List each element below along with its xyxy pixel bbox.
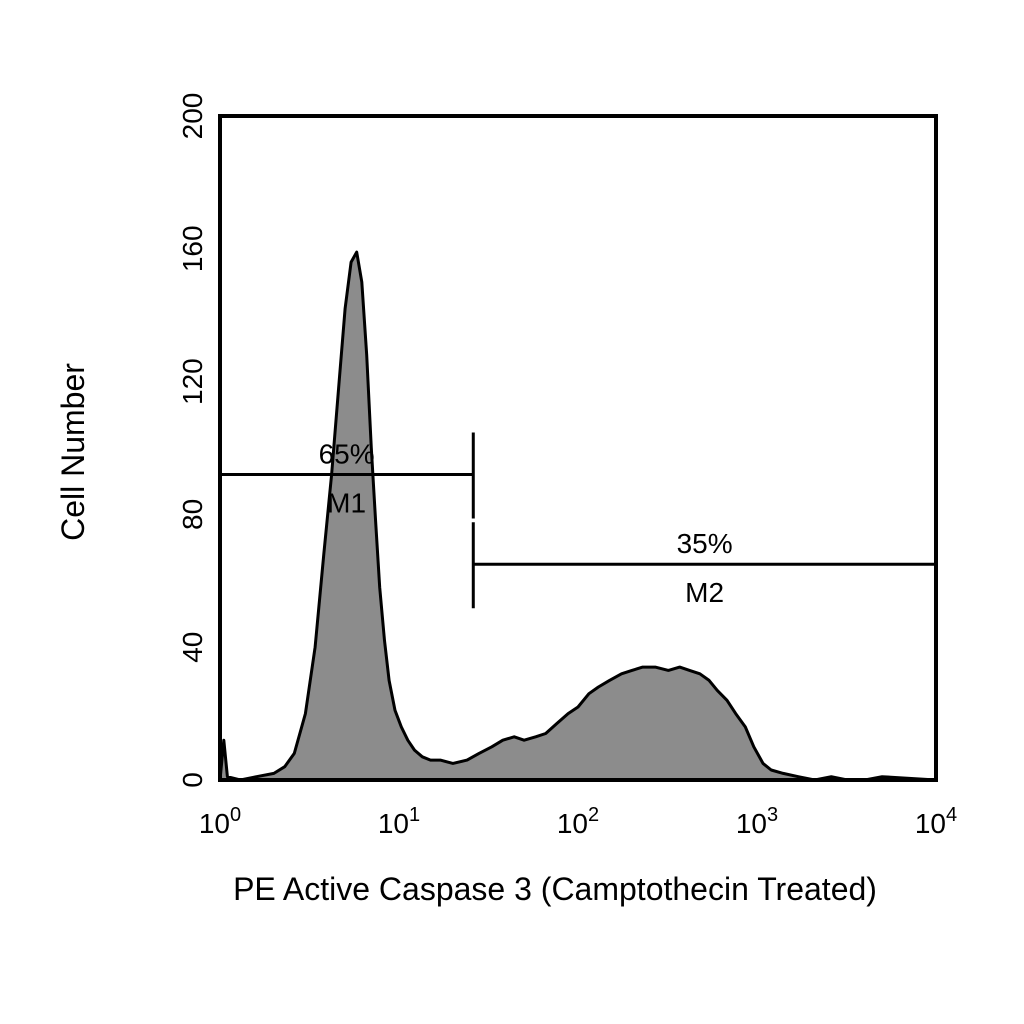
x-tick-label: 104 [915, 804, 957, 839]
marker-m1-label: M1 [327, 488, 366, 519]
y-axis-title: Cell Number [55, 363, 91, 541]
y-tick-label: 80 [177, 499, 208, 530]
y-tick-label: 120 [177, 358, 208, 405]
x-axis-title: PE Active Caspase 3 (Camptothecin Treate… [233, 871, 877, 907]
y-tick-label: 160 [177, 225, 208, 272]
marker-m2-percent: 35% [677, 528, 733, 559]
marker-m2-label: M2 [685, 577, 724, 608]
plot-frame [218, 114, 938, 782]
y-tick-label: 40 [177, 632, 208, 663]
x-tick-label: 102 [557, 804, 599, 839]
y-tick-label: 200 [177, 93, 208, 140]
y-tick-label: 0 [177, 772, 208, 788]
histogram-outline-0 [218, 250, 937, 782]
histogram-area-0 [220, 252, 936, 781]
x-tick-label: 103 [736, 804, 778, 839]
marker-m1-percent: 65% [319, 439, 375, 470]
x-tick-label: 101 [378, 804, 420, 839]
x-tick-label: 100 [199, 804, 241, 839]
